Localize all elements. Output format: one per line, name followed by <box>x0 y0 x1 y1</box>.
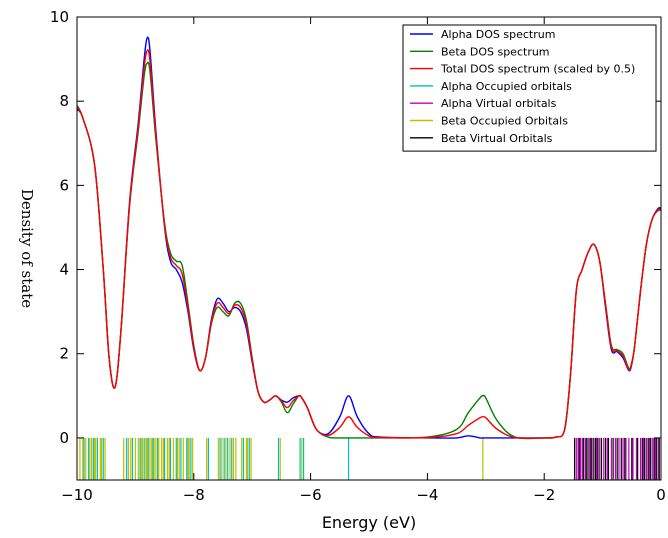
legend-label: Beta DOS spectrum <box>441 45 550 58</box>
y-tick-label: 4 <box>59 261 69 279</box>
orbital-sticks <box>79 437 660 480</box>
legend-box <box>402 24 657 152</box>
y-tick-label: 0 <box>59 429 69 447</box>
legend-label: Beta Occupied Orbitals <box>441 115 568 128</box>
dos-curves <box>77 36 661 440</box>
legend-label: Alpha DOS spectrum <box>441 28 555 41</box>
y-tick-label: 10 <box>50 8 69 26</box>
legend: Alpha DOS spectrum Beta DOS spectrum Total… <box>402 24 657 152</box>
x-tick-label: −6 <box>300 486 322 504</box>
legend-label: Beta Virtual Orbitals <box>441 132 553 145</box>
y-tick-label: 6 <box>59 176 69 194</box>
y-tick-label: 2 <box>59 345 69 363</box>
y-axis-label: Density of state <box>18 189 36 308</box>
series-line-total-dos-spectrum-scaled-by-0-5 <box>77 49 661 439</box>
y-tick-label: 8 <box>59 92 69 110</box>
x-tick-label: −8 <box>183 486 205 504</box>
x-tick-label: −4 <box>416 486 438 504</box>
legend-label: Alpha Virtual orbitals <box>441 97 557 110</box>
plot-area: −10 −8 −6 −4 −2 0 0 2 4 6 8 10 <box>50 8 666 504</box>
axes-frame <box>76 16 662 481</box>
x-tick-label: −2 <box>533 486 555 504</box>
legend-label: Alpha Occupied orbitals <box>441 80 572 93</box>
x-tick-label: −10 <box>61 486 93 504</box>
x-tick-label: 0 <box>656 486 666 504</box>
x-axis-label: Energy (eV) <box>322 513 416 532</box>
legend-label: Total DOS spectrum (scaled by 0.5) <box>440 63 635 76</box>
